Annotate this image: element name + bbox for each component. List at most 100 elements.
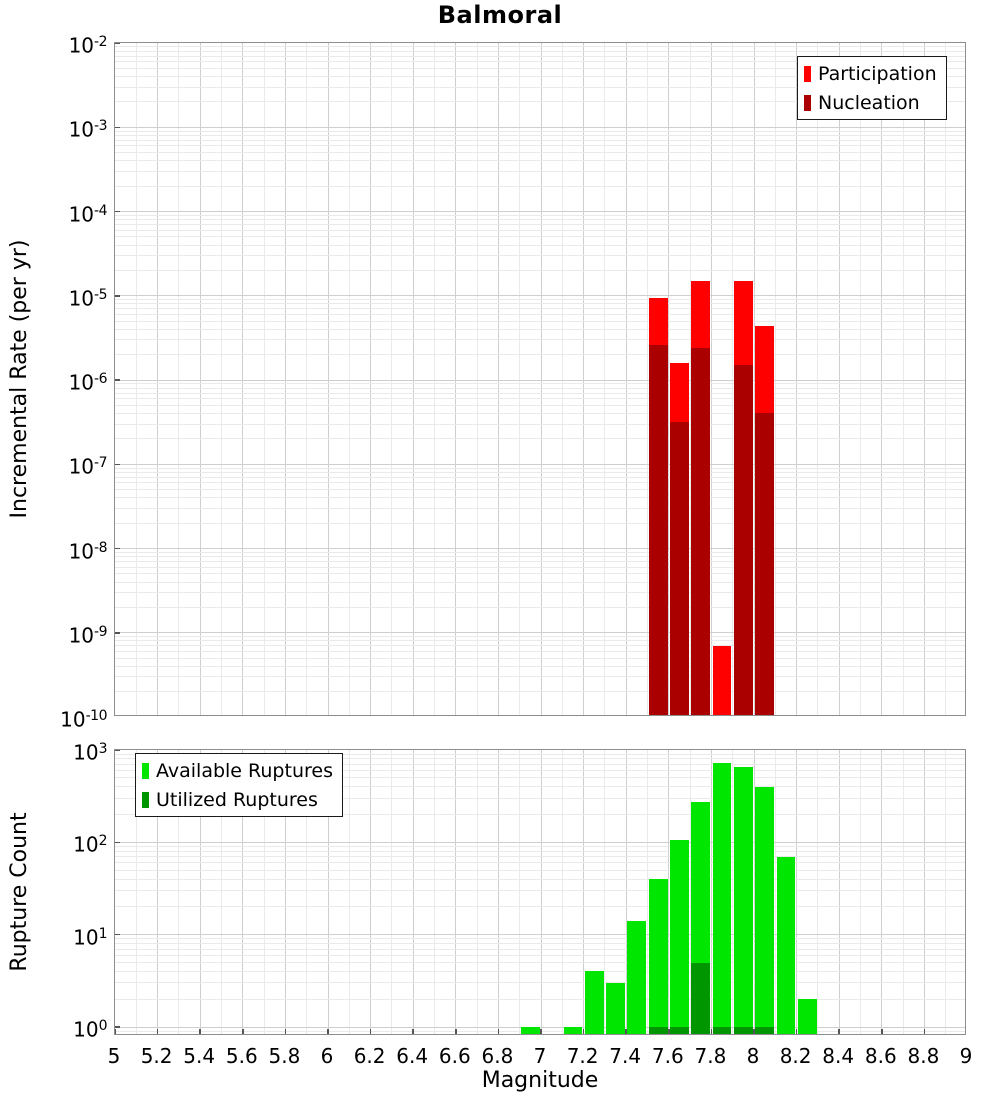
gridline-v <box>647 43 648 715</box>
x-tick-label: 5.8 <box>268 1044 301 1068</box>
y-tick-label: 10-3 <box>68 117 108 142</box>
available-ruptures-bar <box>648 879 668 1034</box>
gridline-v <box>583 43 585 715</box>
gridline-v <box>519 43 521 715</box>
gridline-v <box>753 43 755 715</box>
gridline-v <box>284 750 286 1034</box>
gridline-h <box>115 841 965 843</box>
x-tick-label: 5 <box>107 1044 121 1068</box>
gridline-h <box>115 383 965 385</box>
x-tick-label: 6.2 <box>353 1044 386 1068</box>
y-tick-mark <box>115 547 120 550</box>
gridline-v <box>199 750 201 1034</box>
gridline-h <box>115 606 965 608</box>
gridline-v <box>497 43 499 715</box>
x-tick-mark <box>625 1029 627 1034</box>
available-ruptures-bar <box>733 766 753 1034</box>
gridline-v <box>945 43 947 715</box>
gridline-h <box>115 320 965 322</box>
gridline-h <box>115 982 965 984</box>
y-tick-mark <box>115 295 120 297</box>
gridline-h <box>115 423 965 425</box>
gridline-h <box>115 328 965 330</box>
gridline-v <box>902 750 904 1034</box>
gridline-v <box>923 43 925 715</box>
utilized-ruptures-bar <box>691 962 711 1034</box>
gridline-h <box>115 170 965 172</box>
gridline-h <box>115 758 965 760</box>
available-ruptures-bar <box>606 982 625 1034</box>
gridline-h <box>115 636 965 638</box>
participation-bar <box>712 645 732 715</box>
y-tick-label: 10-6 <box>68 370 108 395</box>
gridline-h <box>115 632 965 634</box>
gridline-v <box>604 43 606 715</box>
y-tick-mark <box>115 632 120 634</box>
gridline-v <box>519 750 521 1034</box>
nucleation-bar <box>670 421 689 715</box>
gridline-h <box>115 962 965 963</box>
gridline-h <box>115 398 965 400</box>
x-tick-mark <box>497 1029 500 1034</box>
utilized-ruptures-bar <box>712 1027 732 1034</box>
gridline-h <box>115 476 965 478</box>
gridline-h <box>115 438 965 440</box>
gridline-h <box>115 934 965 936</box>
gridline-v <box>327 750 329 1034</box>
legend-swatch-icon <box>142 762 149 779</box>
gridline-v <box>370 750 372 1034</box>
gridline-h <box>115 61 965 63</box>
available-ruptures-bar <box>776 856 796 1034</box>
y-tick-label: 10-7 <box>68 454 108 479</box>
gridline-v <box>881 750 883 1034</box>
legend-entry-nucleation: Nucleation <box>804 88 937 117</box>
x-tick-mark <box>242 1029 244 1034</box>
gridline-h <box>115 548 965 549</box>
gridline-h <box>115 413 965 415</box>
gridline-h <box>115 998 965 1000</box>
gridline-h <box>115 954 965 956</box>
gridline-h <box>115 890 965 892</box>
gridline-h <box>115 101 965 103</box>
gridline-v <box>838 750 840 1034</box>
gridline-h <box>115 938 965 940</box>
y-tick-mark <box>115 379 120 381</box>
y-tick-mark <box>115 43 120 44</box>
gridline-h <box>115 507 965 509</box>
gridline-v <box>817 43 819 715</box>
gridline-v <box>774 43 776 715</box>
x-tick-mark <box>115 1029 116 1034</box>
gridline-h <box>115 224 965 226</box>
gridline-h <box>115 763 965 765</box>
gridline-v <box>561 43 563 715</box>
gridline-h <box>115 130 965 132</box>
gridline-h <box>115 387 965 389</box>
gridline-v <box>242 43 244 715</box>
gridline-h <box>115 522 965 524</box>
x-tick-label: 8 <box>746 1044 760 1068</box>
gridline-h <box>115 566 965 568</box>
gridline-v <box>923 750 925 1034</box>
gridline-h <box>115 551 965 553</box>
gridline-h <box>115 676 965 678</box>
gridline-v <box>732 43 734 715</box>
x-tick-mark <box>668 1029 670 1034</box>
gridline-v <box>306 43 308 715</box>
x-tick-mark <box>455 1029 457 1034</box>
x-tick-mark <box>199 1029 201 1034</box>
gridline-h <box>115 295 965 297</box>
y-tick-label: 100 <box>73 1017 107 1042</box>
gridline-v <box>391 43 393 715</box>
y-tick-mark <box>115 126 120 128</box>
gridline-h <box>115 255 965 257</box>
gridline-h <box>115 1030 965 1032</box>
utilized-ruptures-bar <box>670 1027 689 1034</box>
y-tick-mark <box>115 210 120 213</box>
available-ruptures-bar <box>755 786 775 1034</box>
gridline-v <box>860 750 861 1034</box>
y-tick-label: 10-5 <box>68 286 108 311</box>
gridline-v <box>668 43 670 715</box>
rate-legend: Participation Nucleation <box>797 56 947 120</box>
available-ruptures-bar <box>584 971 604 1034</box>
